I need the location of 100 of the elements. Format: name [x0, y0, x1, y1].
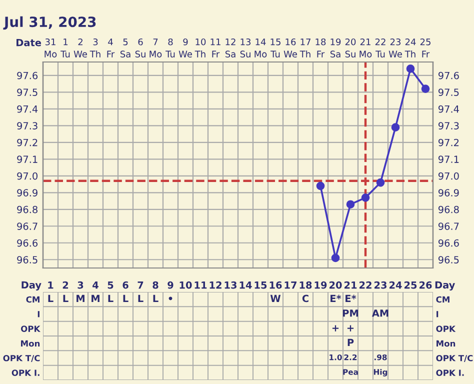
x-tick-label: 23 — [374, 281, 386, 289]
x-tick-label: 4 Fr — [107, 38, 115, 58]
y-tick-label: 96.9 — [17, 189, 38, 196]
x-tick-label: 20 — [330, 281, 342, 289]
y-tick-label: 96.8 — [17, 206, 38, 214]
x-tick-label: 13 Su — [240, 38, 251, 58]
text: L — [123, 294, 128, 302]
y2-tick-label: 96.9 — [438, 189, 459, 196]
x-axis-title: Day — [22, 281, 42, 291]
y2-tick-label: OPK I. — [436, 370, 464, 376]
x-tick-label: 19 Sa — [330, 38, 341, 58]
y-tick-label: OPK — [20, 326, 40, 332]
y2-tick-label: 97.3 — [438, 122, 459, 130]
y-tick-label: CM — [26, 296, 40, 303]
x-tick-label: 23 We — [388, 38, 402, 58]
y2-tick-label: CM — [436, 296, 450, 303]
x-tick-label: 19 — [314, 281, 327, 289]
text: E* — [346, 294, 356, 302]
y2-tick-label: 96.8 — [438, 206, 459, 214]
text: L — [138, 294, 144, 302]
y-tick-label: 97.5 — [17, 88, 38, 96]
x-tick-label: 22 Tu — [375, 38, 386, 58]
x-tick-label: 14 Mo — [254, 38, 267, 58]
point — [361, 193, 370, 202]
x-tick-label: 7 — [138, 282, 144, 289]
point — [346, 200, 355, 209]
x-tick-label: 13 — [224, 281, 236, 289]
x-tick-label: 20 Su — [345, 38, 356, 58]
y-tick-label: OPK I. — [12, 370, 40, 376]
x-tick-label: 31 Mo — [44, 38, 57, 58]
y2-tick-label: 97.5 — [438, 88, 459, 96]
x-tick-label: 18 Fr — [316, 38, 326, 58]
x-tick-label: 11 Fr — [210, 38, 220, 58]
text: + — [332, 325, 339, 332]
point — [421, 84, 430, 93]
x-tick-label: 8 — [152, 281, 158, 289]
text: Day — [435, 281, 455, 291]
text: C — [302, 294, 308, 302]
y2-tick-label: 96.6 — [438, 239, 459, 247]
text: P — [348, 338, 354, 346]
x-tick-label: 2 We — [74, 38, 87, 58]
x-axis-title: Date — [16, 39, 42, 46]
x-tick-label: 24 — [390, 281, 402, 289]
x-tick-label: 3 Th — [90, 38, 100, 58]
text: M — [92, 294, 100, 302]
y-tick-label: 97.1 — [17, 156, 38, 163]
x-tick-label: 9 — [168, 281, 174, 289]
x-tick-label: 26 — [420, 281, 432, 289]
x-tick-label: 9 We — [178, 38, 192, 58]
x-tick-label: 17 — [284, 282, 296, 289]
y-tick-label: 96.5 — [17, 256, 38, 264]
text: PM — [342, 310, 358, 317]
x-tick-label: 6 — [122, 281, 128, 289]
text: AM — [372, 310, 388, 317]
x-tick-label: 25 — [404, 281, 417, 289]
y-tick-label: 97.4 — [17, 105, 38, 113]
x-tick-label: 12 Sa — [225, 38, 236, 58]
text: M — [76, 294, 84, 302]
y-tick-label: 97.0 — [17, 172, 38, 180]
y2-tick-label: 96.7 — [438, 222, 459, 230]
text: L — [108, 294, 114, 302]
point — [331, 254, 340, 262]
x-tick-label: 1 Tu — [60, 38, 70, 58]
y2-tick-label: 97.0 — [438, 172, 459, 180]
y2-tick-label: 97.1 — [438, 156, 459, 163]
y2-tick-label: OPK — [436, 326, 456, 332]
x-tick-label: 1 — [48, 282, 54, 289]
y2-tick-label: 97.4 — [438, 105, 459, 113]
x-tick-label: 15 — [254, 282, 267, 289]
text: E* — [330, 294, 342, 302]
y2-tick-label: I — [436, 311, 438, 318]
point — [376, 178, 385, 187]
point — [316, 182, 325, 190]
x-tick-label: 16 — [270, 281, 282, 289]
y-tick-label: Mon — [21, 340, 40, 347]
text: L — [153, 294, 158, 302]
x-tick-label: 17 Th — [300, 38, 310, 58]
x-tick-label: 5 Sa — [120, 38, 130, 58]
y-tick-label: 96.6 — [17, 239, 38, 247]
x-tick-label: 12 — [210, 281, 222, 289]
x-tick-label: 15 Tu — [270, 38, 280, 58]
y-tick-label: I — [38, 311, 40, 318]
x-tick-label: 7 Mo — [150, 38, 162, 58]
y2-tick-label: 96.5 — [438, 256, 459, 264]
y2-tick-label: 97.6 — [438, 72, 459, 80]
y-tick-label: 97.3 — [17, 122, 38, 130]
x-tick-label: 24 Th — [404, 38, 416, 58]
x-tick-label: 22 — [360, 281, 372, 289]
x-tick-label: 18 — [300, 281, 312, 289]
y-tick-label: 96.7 — [17, 222, 38, 230]
chart-title: Jul 31, 2023 — [3, 16, 96, 30]
x-tick-label: 4 — [92, 282, 98, 289]
x-tick-label: 6 Su — [135, 38, 146, 58]
x-tick-label: 10 Th — [194, 38, 206, 58]
y-tick-label: OPK T/C — [3, 354, 40, 362]
x-tick-label: 25 Fr — [420, 38, 430, 58]
x-tick-label: 8 Tu — [166, 38, 175, 58]
x-tick-label: 21 Mo — [360, 38, 372, 58]
text: • — [168, 296, 172, 300]
x-tick-label: 5 — [108, 282, 114, 289]
